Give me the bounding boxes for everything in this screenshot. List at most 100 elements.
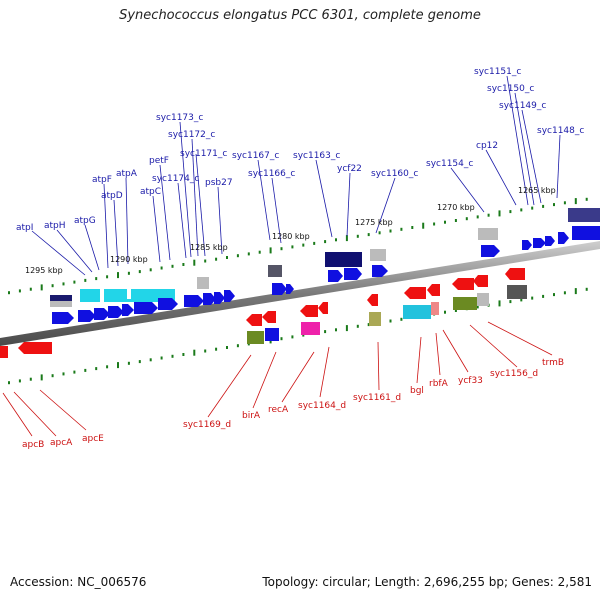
gene-arrow-reverse[interactable] <box>473 275 488 287</box>
gene-label[interactable]: atpI <box>16 223 33 233</box>
gene-arrow-reverse[interactable] <box>262 311 276 323</box>
gene-arrow-forward[interactable] <box>203 293 216 305</box>
gene-arrow-forward[interactable] <box>94 308 110 320</box>
gene-label[interactable]: ycf33 <box>458 376 483 386</box>
gene-label[interactable]: syc1150_c <box>487 84 534 94</box>
gene-label[interactable]: syc1156_d <box>490 369 538 379</box>
gene-block[interactable] <box>568 208 600 222</box>
gene-label[interactable]: ycf22 <box>337 164 362 174</box>
gene-arrow-reverse[interactable] <box>300 305 318 317</box>
gene-block[interactable] <box>50 301 72 307</box>
gene-block[interactable] <box>100 289 104 302</box>
gene-arrow-forward[interactable] <box>108 306 124 318</box>
gene-label[interactable]: trmB <box>542 358 564 368</box>
tick-mark <box>106 365 109 369</box>
gene-label[interactable]: cp12 <box>476 141 498 151</box>
gene-label[interactable]: atpF <box>92 175 112 185</box>
gene-arrow-forward[interactable] <box>344 268 362 280</box>
gene-block[interactable] <box>370 249 386 261</box>
gene-label[interactable]: atpD <box>101 191 123 201</box>
gene-arrow-reverse[interactable] <box>0 346 8 358</box>
gene-block[interactable] <box>197 277 209 289</box>
gene-block[interactable] <box>268 265 282 277</box>
gene-block[interactable] <box>325 252 362 267</box>
gene-label[interactable]: psb27 <box>205 178 233 188</box>
tick-mark <box>117 272 119 279</box>
gene-block[interactable] <box>403 305 431 319</box>
gene-label[interactable]: syc1166_c <box>248 169 295 179</box>
gene-arrow-forward[interactable] <box>122 304 134 316</box>
gene-label[interactable]: syc1171_c <box>180 149 227 159</box>
gene-arrow-forward[interactable] <box>52 312 74 324</box>
gene-block[interactable] <box>477 293 489 306</box>
gene-label[interactable]: syc1169_d <box>183 420 231 430</box>
gene-arrow-reverse[interactable] <box>318 302 328 314</box>
gene-block[interactable] <box>507 285 527 299</box>
gene-block[interactable] <box>431 302 439 315</box>
gene-arrow-reverse[interactable] <box>18 342 52 354</box>
gene-arrow-forward[interactable] <box>134 302 158 314</box>
gene-arrow-forward[interactable] <box>286 284 294 294</box>
gene-label[interactable]: atpC <box>140 187 161 197</box>
tick-mark <box>18 379 21 383</box>
gene-label[interactable]: rbfA <box>429 379 449 389</box>
gene-arrow-forward[interactable] <box>214 292 225 304</box>
gene-arrow-reverse[interactable] <box>427 284 440 296</box>
gene-label[interactable]: birA <box>242 411 261 421</box>
gene-block[interactable] <box>265 328 279 341</box>
gene-label[interactable]: bgl <box>410 386 424 396</box>
gene-arrow-forward[interactable] <box>533 238 546 248</box>
tick-mark <box>574 198 577 205</box>
gene-label[interactable]: syc1149_c <box>499 101 546 111</box>
gene-block[interactable] <box>127 286 131 299</box>
gene-label[interactable]: syc1172_c <box>168 130 215 140</box>
gene-arrow-forward[interactable] <box>522 240 532 250</box>
tick-mark <box>291 245 294 249</box>
gene-label[interactable]: apcA <box>50 438 73 448</box>
gene-label[interactable]: syc1167_c <box>232 151 279 161</box>
gene-arrow-forward[interactable] <box>372 265 388 277</box>
tick-mark <box>62 282 65 286</box>
tick-mark <box>454 309 457 312</box>
gene-arrow-forward[interactable] <box>184 295 204 307</box>
gene-arrow-forward[interactable] <box>158 298 178 310</box>
gene-arrow-forward[interactable] <box>545 236 555 246</box>
gene-label[interactable]: syc1173_c <box>156 113 203 123</box>
reverse-strand-genes <box>0 268 527 358</box>
gene-label[interactable]: recA <box>268 405 289 415</box>
gene-label[interactable]: apcB <box>22 440 44 450</box>
gene-arrow-reverse[interactable] <box>246 314 262 326</box>
gene-label[interactable]: atpG <box>74 216 96 226</box>
gene-block[interactable] <box>369 312 381 326</box>
gene-label[interactable]: atpH <box>44 221 66 231</box>
gene-label[interactable]: syc1174_c <box>152 174 199 184</box>
gene-arrow-reverse[interactable] <box>367 294 378 306</box>
gene-block[interactable] <box>478 228 498 240</box>
gene-block[interactable] <box>453 297 477 310</box>
gene-arrow-reverse[interactable] <box>505 268 525 280</box>
gene-label[interactable]: syc1163_c <box>293 151 340 161</box>
gene-arrow-forward[interactable] <box>558 232 569 244</box>
gene-label[interactable]: syc1154_c <box>426 159 473 169</box>
gene-label[interactable]: syc1160_c <box>371 169 418 179</box>
gene-arrow-forward[interactable] <box>328 270 343 282</box>
gene-arrow-forward[interactable] <box>78 310 96 322</box>
gene-label[interactable]: syc1164_d <box>298 401 346 411</box>
tick-mark <box>280 337 283 341</box>
gene-label[interactable]: petF <box>149 156 169 166</box>
gene-label[interactable]: apcE <box>82 434 104 444</box>
gene-arrow-forward[interactable] <box>481 245 500 257</box>
leader-lines-forward <box>31 75 561 276</box>
gene-label[interactable]: syc1148_c <box>537 126 584 136</box>
gene-label[interactable]: syc1151_c <box>474 67 521 77</box>
gene-block[interactable] <box>247 331 264 344</box>
gene-arrow-forward[interactable] <box>572 226 600 240</box>
gene-label[interactable]: syc1161_d <box>353 393 401 403</box>
gene-block[interactable] <box>301 322 320 335</box>
gene-arrow-reverse[interactable] <box>404 287 426 299</box>
gene-arrow-forward[interactable] <box>224 290 235 302</box>
gene-arrow-forward[interactable] <box>272 283 287 295</box>
gene-label[interactable]: atpA <box>116 169 138 179</box>
kbp-label: 1295 kbp <box>25 266 63 275</box>
gene-arrow-reverse[interactable] <box>452 278 474 290</box>
